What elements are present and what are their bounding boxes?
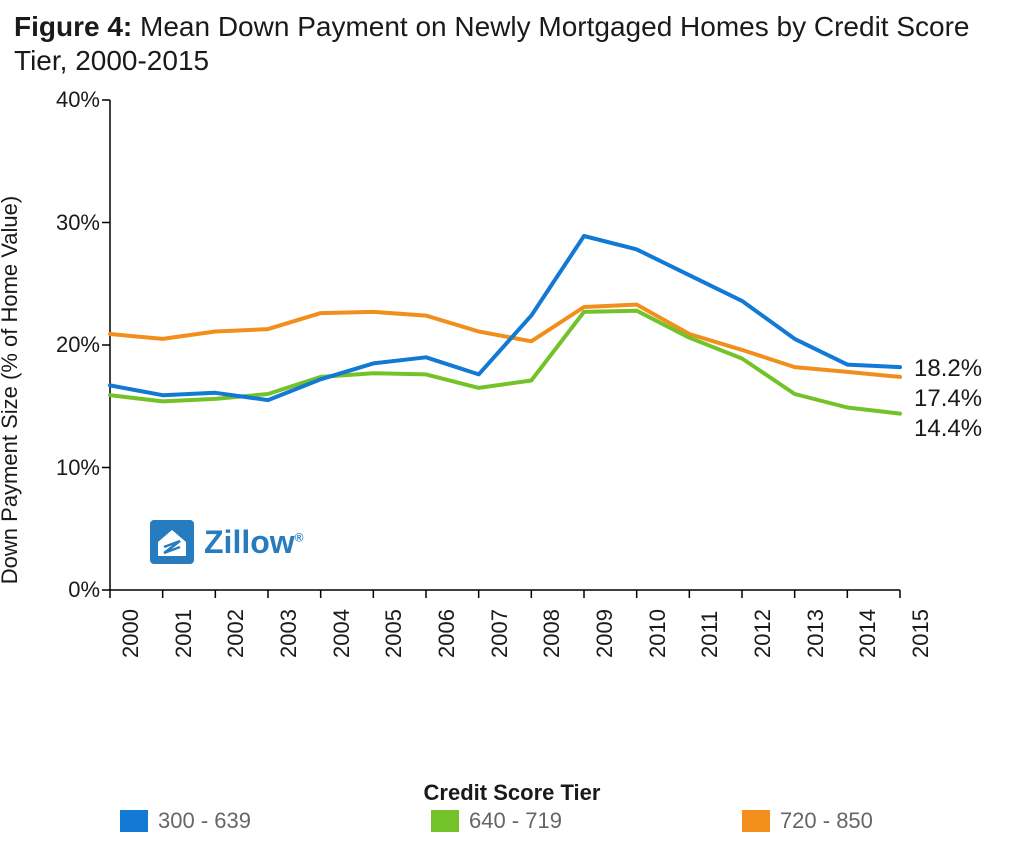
legend-item-1: 640 - 719 (431, 808, 562, 834)
x-tick-label: 2001 (171, 609, 197, 658)
legend-swatch-1 (431, 810, 459, 832)
series-end-label: 18.2% (914, 355, 982, 383)
figure-number: Figure 4: (14, 11, 132, 42)
chart-area: Down Payment Size (% of Home Value) 0%10… (20, 90, 1004, 690)
x-tick-label: 2005 (381, 609, 407, 658)
zillow-wordmark: Zillow® (204, 524, 304, 561)
y-tick-label: 0% (40, 577, 100, 603)
series-end-label: 17.4% (914, 385, 982, 413)
legend: 300 - 639 640 - 719 720 - 850 (120, 808, 984, 834)
y-tick-label: 30% (40, 210, 100, 236)
zillow-icon (150, 520, 194, 564)
legend-label-1: 640 - 719 (469, 808, 562, 834)
line-chart-svg (20, 90, 1004, 680)
legend-label-0: 300 - 639 (158, 808, 251, 834)
x-tick-label: 2015 (908, 609, 934, 658)
legend-swatch-2 (742, 810, 770, 832)
legend-label-2: 720 - 850 (780, 808, 873, 834)
figure-container: { "title": { "prefix": "Figure 4:", "tex… (0, 0, 1024, 849)
x-tick-label: 2012 (750, 609, 776, 658)
zillow-logo: Zillow® (150, 520, 304, 564)
legend-item-0: 300 - 639 (120, 808, 251, 834)
x-tick-label: 2013 (803, 609, 829, 658)
x-tick-label: 2002 (223, 609, 249, 658)
y-axis-label: Down Payment Size (% of Home Value) (0, 196, 23, 584)
x-tick-label: 2009 (592, 609, 618, 658)
legend-swatch-0 (120, 810, 148, 832)
x-tick-label: 2004 (329, 609, 355, 658)
y-tick-label: 10% (40, 455, 100, 481)
x-tick-label: 2006 (434, 609, 460, 658)
x-tick-label: 2007 (487, 609, 513, 658)
x-tick-label: 2000 (118, 609, 144, 658)
figure-title: Figure 4: Mean Down Payment on Newly Mor… (14, 10, 994, 77)
y-tick-label: 40% (40, 87, 100, 113)
x-tick-label: 2003 (276, 609, 302, 658)
x-tick-label: 2010 (645, 609, 671, 658)
x-tick-label: 2008 (539, 609, 565, 658)
figure-title-text: Mean Down Payment on Newly Mortgaged Hom… (14, 11, 970, 76)
series-end-label: 14.4% (914, 415, 982, 443)
x-tick-label: 2014 (855, 609, 881, 658)
x-tick-label: 2011 (697, 611, 723, 658)
y-tick-label: 20% (40, 332, 100, 358)
legend-item-2: 720 - 850 (742, 808, 873, 834)
x-axis-label: Credit Score Tier (0, 780, 1024, 806)
